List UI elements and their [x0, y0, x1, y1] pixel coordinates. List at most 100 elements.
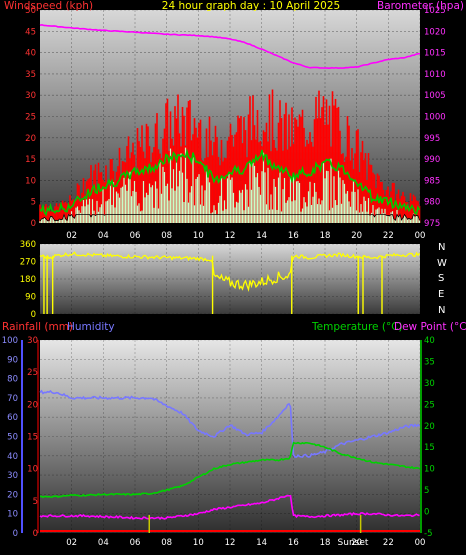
rain-tick-label: 10 — [27, 465, 38, 475]
humidity-tick-label: 10 — [7, 510, 18, 520]
temperature-tick-label: 30 — [424, 379, 435, 389]
temperature-tick-label: 0 — [424, 508, 429, 518]
lower-x-tick-label: 20 — [351, 538, 362, 548]
barometer-tick-label: 1015 — [424, 49, 446, 59]
wind-tick-label: 5 — [31, 198, 36, 208]
barometer-tick-label: 985 — [424, 176, 440, 186]
barometer-tick-label: 1020 — [424, 27, 446, 37]
wind-x-tick-label: 14 — [256, 231, 267, 241]
wind-tick-label: 0 — [31, 219, 36, 229]
humidity-tick-label: 20 — [7, 490, 18, 500]
lower-x-tick-label: 14 — [256, 538, 267, 548]
wind-direction-line — [39, 251, 421, 292]
temperature-axis-label: Temperature (°C) — [311, 321, 403, 333]
compass-s: S — [438, 273, 444, 284]
lower-x-tick-label: 12 — [225, 538, 236, 548]
rain-tick-label: 30 — [27, 336, 38, 346]
wind-x-tick-label: 00 — [415, 231, 426, 241]
lower-x-tick-label: 10 — [193, 538, 204, 548]
lower-x-tick-label: 02 — [66, 538, 77, 548]
barometer-tick-label: 1025 — [424, 6, 446, 16]
rain-tick-label: 15 — [27, 433, 38, 443]
dewpoint-axis-label: Dew Point (°C) — [394, 321, 466, 333]
humidity-tick-label: 100 — [2, 336, 18, 346]
compass-w: W — [437, 258, 447, 269]
lower-x-tick-label: 18 — [320, 538, 331, 548]
graph-title: 24 hour graph day : 10 April 2025 — [162, 0, 340, 12]
direction-tick-label: 180 — [20, 275, 36, 285]
barometer-tick-label: 1005 — [424, 91, 446, 101]
compass-n-top: N — [438, 242, 445, 253]
wind-tick-label: 50 — [25, 6, 36, 16]
barometer-axis-label: Barometer (hpa) — [377, 0, 464, 12]
wind-x-tick-label: 12 — [225, 231, 236, 241]
wind-base-line — [39, 213, 420, 222]
direction-tick-label: 360 — [20, 240, 36, 250]
temperature-line — [39, 441, 420, 499]
temperature-tick-label: 25 — [424, 400, 435, 410]
lower-x-tick-label: 08 — [161, 538, 172, 548]
humidity-tick-label: 30 — [7, 471, 18, 481]
barometer-tick-label: 995 — [424, 134, 440, 144]
barometer-tick-label: 975 — [424, 219, 440, 229]
lower-x-tick-label: 22 — [383, 538, 394, 548]
wind-tick-label: 35 — [25, 70, 36, 80]
wind-tick-label: 15 — [25, 155, 36, 165]
temperature-tick-label: 40 — [424, 336, 435, 346]
lower-x-tick-label: 04 — [98, 538, 109, 548]
humidity-tick-label: 70 — [7, 394, 18, 404]
rain-tick-label: 0 — [33, 529, 38, 539]
lower-x-tick-label: 06 — [130, 538, 141, 548]
humidity-tick-label: 50 — [7, 433, 18, 443]
windspeed-axis-label: Windspeed (kph) — [4, 0, 93, 12]
temperature-tick-label: 15 — [424, 443, 435, 453]
compass-e: E — [438, 289, 444, 300]
wind-x-tick-label: 06 — [130, 231, 141, 241]
temperature-tick-label: 10 — [424, 465, 435, 475]
wind-tick-label: 30 — [25, 91, 36, 101]
barometer-tick-label: 980 — [424, 198, 440, 208]
barometer-tick-label: 990 — [424, 155, 440, 165]
wind-x-tick-label: 02 — [66, 231, 77, 241]
temperature-tick-label: -5 — [424, 529, 432, 539]
wind-x-tick-label: 10 — [193, 231, 204, 241]
direction-tick-label: 0 — [31, 310, 36, 320]
rain-tick-label: 5 — [33, 497, 38, 507]
humidity-tick-label: 40 — [7, 452, 18, 462]
barometer-tick-label: 1010 — [424, 70, 446, 80]
wind-tick-label: 40 — [25, 49, 36, 59]
wind-x-tick-label: 04 — [98, 231, 109, 241]
wind-tick-label: 20 — [25, 134, 36, 144]
sunset-label: Sunset — [338, 538, 369, 548]
wind-x-tick-label: 08 — [161, 231, 172, 241]
barometer-line — [39, 24, 421, 70]
lower-x-tick-label: 00 — [415, 538, 426, 548]
rain-tick-label: 20 — [27, 400, 38, 410]
wind-tick-label: 45 — [25, 27, 36, 37]
compass-n-bottom: N — [438, 305, 445, 316]
humidity-line — [39, 389, 421, 458]
wind-x-tick-label: 22 — [383, 231, 394, 241]
humidity-tick-label: 0 — [13, 529, 18, 539]
wind-tick-label: 25 — [25, 113, 36, 123]
wind-x-tick-label: 20 — [351, 231, 362, 241]
direction-tick-label: 270 — [20, 258, 36, 268]
wind-average-line — [39, 148, 421, 217]
barometer-tick-label: 1000 — [424, 113, 446, 123]
humidity-tick-label: 80 — [7, 375, 18, 385]
wind-x-tick-label: 18 — [320, 231, 331, 241]
direction-tick-label: 90 — [25, 293, 36, 303]
wind-x-tick-label: 16 — [288, 231, 299, 241]
humidity-tick-label: 60 — [7, 413, 18, 423]
temperature-tick-label: 35 — [424, 357, 435, 367]
humidity-tick-label: 90 — [7, 355, 18, 365]
wind-tick-label: 10 — [25, 176, 36, 186]
temperature-tick-label: 20 — [424, 422, 435, 432]
temperature-tick-label: 5 — [424, 486, 429, 496]
dew-point-line — [39, 494, 420, 520]
temp-plot-area — [40, 340, 420, 533]
rainfall-axis-label: Rainfall (mm) — [2, 321, 73, 333]
humidity-axis-label: Humidity — [67, 321, 115, 333]
rain-tick-label: 25 — [27, 368, 38, 378]
